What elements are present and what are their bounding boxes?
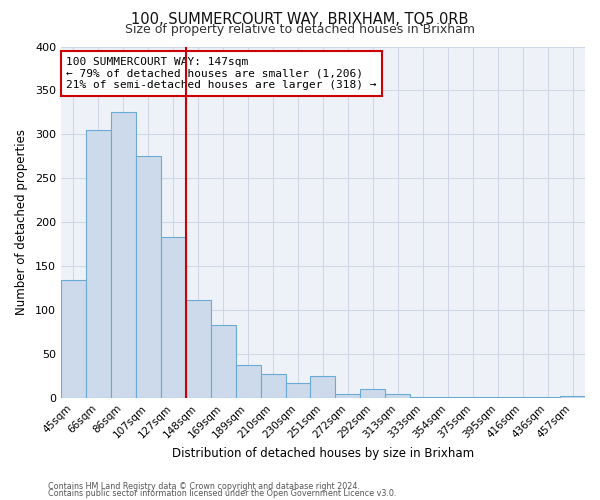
Bar xyxy=(61,280,86,398)
Bar xyxy=(510,396,535,398)
Bar xyxy=(286,384,310,398)
Bar xyxy=(385,394,410,398)
Bar xyxy=(560,396,585,398)
Text: 100 SUMMERCOURT WAY: 147sqm
← 79% of detached houses are smaller (1,206)
21% of : 100 SUMMERCOURT WAY: 147sqm ← 79% of det… xyxy=(66,57,377,90)
Bar xyxy=(260,374,286,398)
Bar xyxy=(310,376,335,398)
Bar xyxy=(335,394,361,398)
Bar xyxy=(236,365,260,398)
Text: 100, SUMMERCOURT WAY, BRIXHAM, TQ5 0RB: 100, SUMMERCOURT WAY, BRIXHAM, TQ5 0RB xyxy=(131,12,469,28)
Text: Contains public sector information licensed under the Open Government Licence v3: Contains public sector information licen… xyxy=(48,490,397,498)
Bar xyxy=(161,238,186,398)
Text: Contains HM Land Registry data © Crown copyright and database right 2024.: Contains HM Land Registry data © Crown c… xyxy=(48,482,360,491)
Bar xyxy=(211,326,236,398)
Bar xyxy=(361,388,385,398)
X-axis label: Distribution of detached houses by size in Brixham: Distribution of detached houses by size … xyxy=(172,447,474,460)
Bar xyxy=(136,156,161,398)
Bar xyxy=(435,396,460,398)
Bar xyxy=(86,130,111,398)
Bar xyxy=(111,112,136,399)
Y-axis label: Number of detached properties: Number of detached properties xyxy=(15,130,28,316)
Text: Size of property relative to detached houses in Brixham: Size of property relative to detached ho… xyxy=(125,22,475,36)
Bar xyxy=(186,300,211,398)
